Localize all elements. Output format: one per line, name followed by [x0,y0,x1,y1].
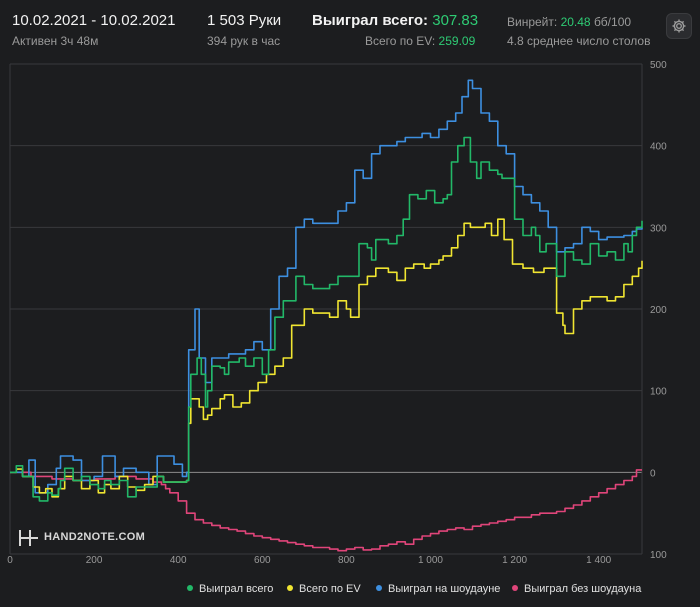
x-tick-label: 800 [338,555,355,566]
y-tick-label: 400 [650,142,667,153]
legend-label: Выиграл без шоудауна [524,583,642,595]
series-line-1 [10,218,643,498]
won-total-label: Выиграл всего: [312,12,429,29]
won-total: Выиграл всего: 307.83 [312,12,478,29]
legend-item-showdown[interactable]: Выиграл на шоудауне [376,583,500,595]
y-tick-label: 0 [650,468,656,479]
y-tick-label: 200 [650,305,667,316]
x-tick-label: 200 [86,555,103,566]
x-tick-label: 1 000 [418,555,443,566]
x-tick-label: 1 400 [586,555,611,566]
ev-total: Всего по EV: 259.09 [365,34,475,48]
y-tick-label: 300 [650,223,667,234]
chart-series [10,79,643,552]
y-tick-label: 100 [650,550,667,561]
legend-item-won-total[interactable]: Выиграл всего [187,583,273,595]
y-tick-label: 500 [650,60,667,71]
x-tick-label: 0 [7,555,13,566]
series-line-3 [10,469,642,552]
legend-label: Всего по EV [299,583,361,595]
winrate: Винрейт: 20.48 бб/100 [507,15,631,29]
avg-tables: 4.8 среднее число столов [507,34,651,48]
hand2note-logo-icon [19,530,38,546]
legend-label: Выиграл всего [199,583,274,595]
session-header: 10.02.2021 - 10.02.2021 Активен 3ч 48м 1… [0,0,700,58]
x-tick-label: 600 [254,555,271,566]
logo-text: HAND2NOTE.COM [44,531,146,543]
series-line-0 [10,136,643,502]
legend-item-ev[interactable]: Всего по EV [287,583,361,595]
hands-count: 1 503 Руки [207,12,282,29]
legend-dot [287,585,293,592]
date-range: 10.02.2021 - 10.02.2021 [12,12,176,29]
series-line-2 [10,79,643,494]
chart-legend: Выиграл всего Всего по EV Выиграл на шоу… [0,578,700,600]
legend-dot [187,585,193,592]
legend-label: Выиграл на шоудауне [388,583,501,595]
won-total-value: 307.83 [432,12,479,29]
settings-button[interactable] [666,13,692,39]
legend-dot [512,585,518,592]
winrate-label: Винрейт: [507,15,558,29]
x-tick-label: 400 [170,555,187,566]
gear-icon [672,19,686,33]
winrate-value: 20.48 [560,15,591,29]
hands-per-hour: 394 рук в час [207,34,281,48]
active-time: Активен 3ч 48м [12,34,99,48]
legend-item-non-showdown[interactable]: Выиграл без шоудауна [512,583,641,595]
ev-value: 259.09 [438,34,476,48]
winrate-unit: бб/100 [593,15,632,29]
x-tick-label: 1 200 [502,555,527,566]
y-tick-label: 100 [650,387,667,398]
ev-label: Всего по EV: [365,34,436,48]
legend-dot [376,585,382,592]
